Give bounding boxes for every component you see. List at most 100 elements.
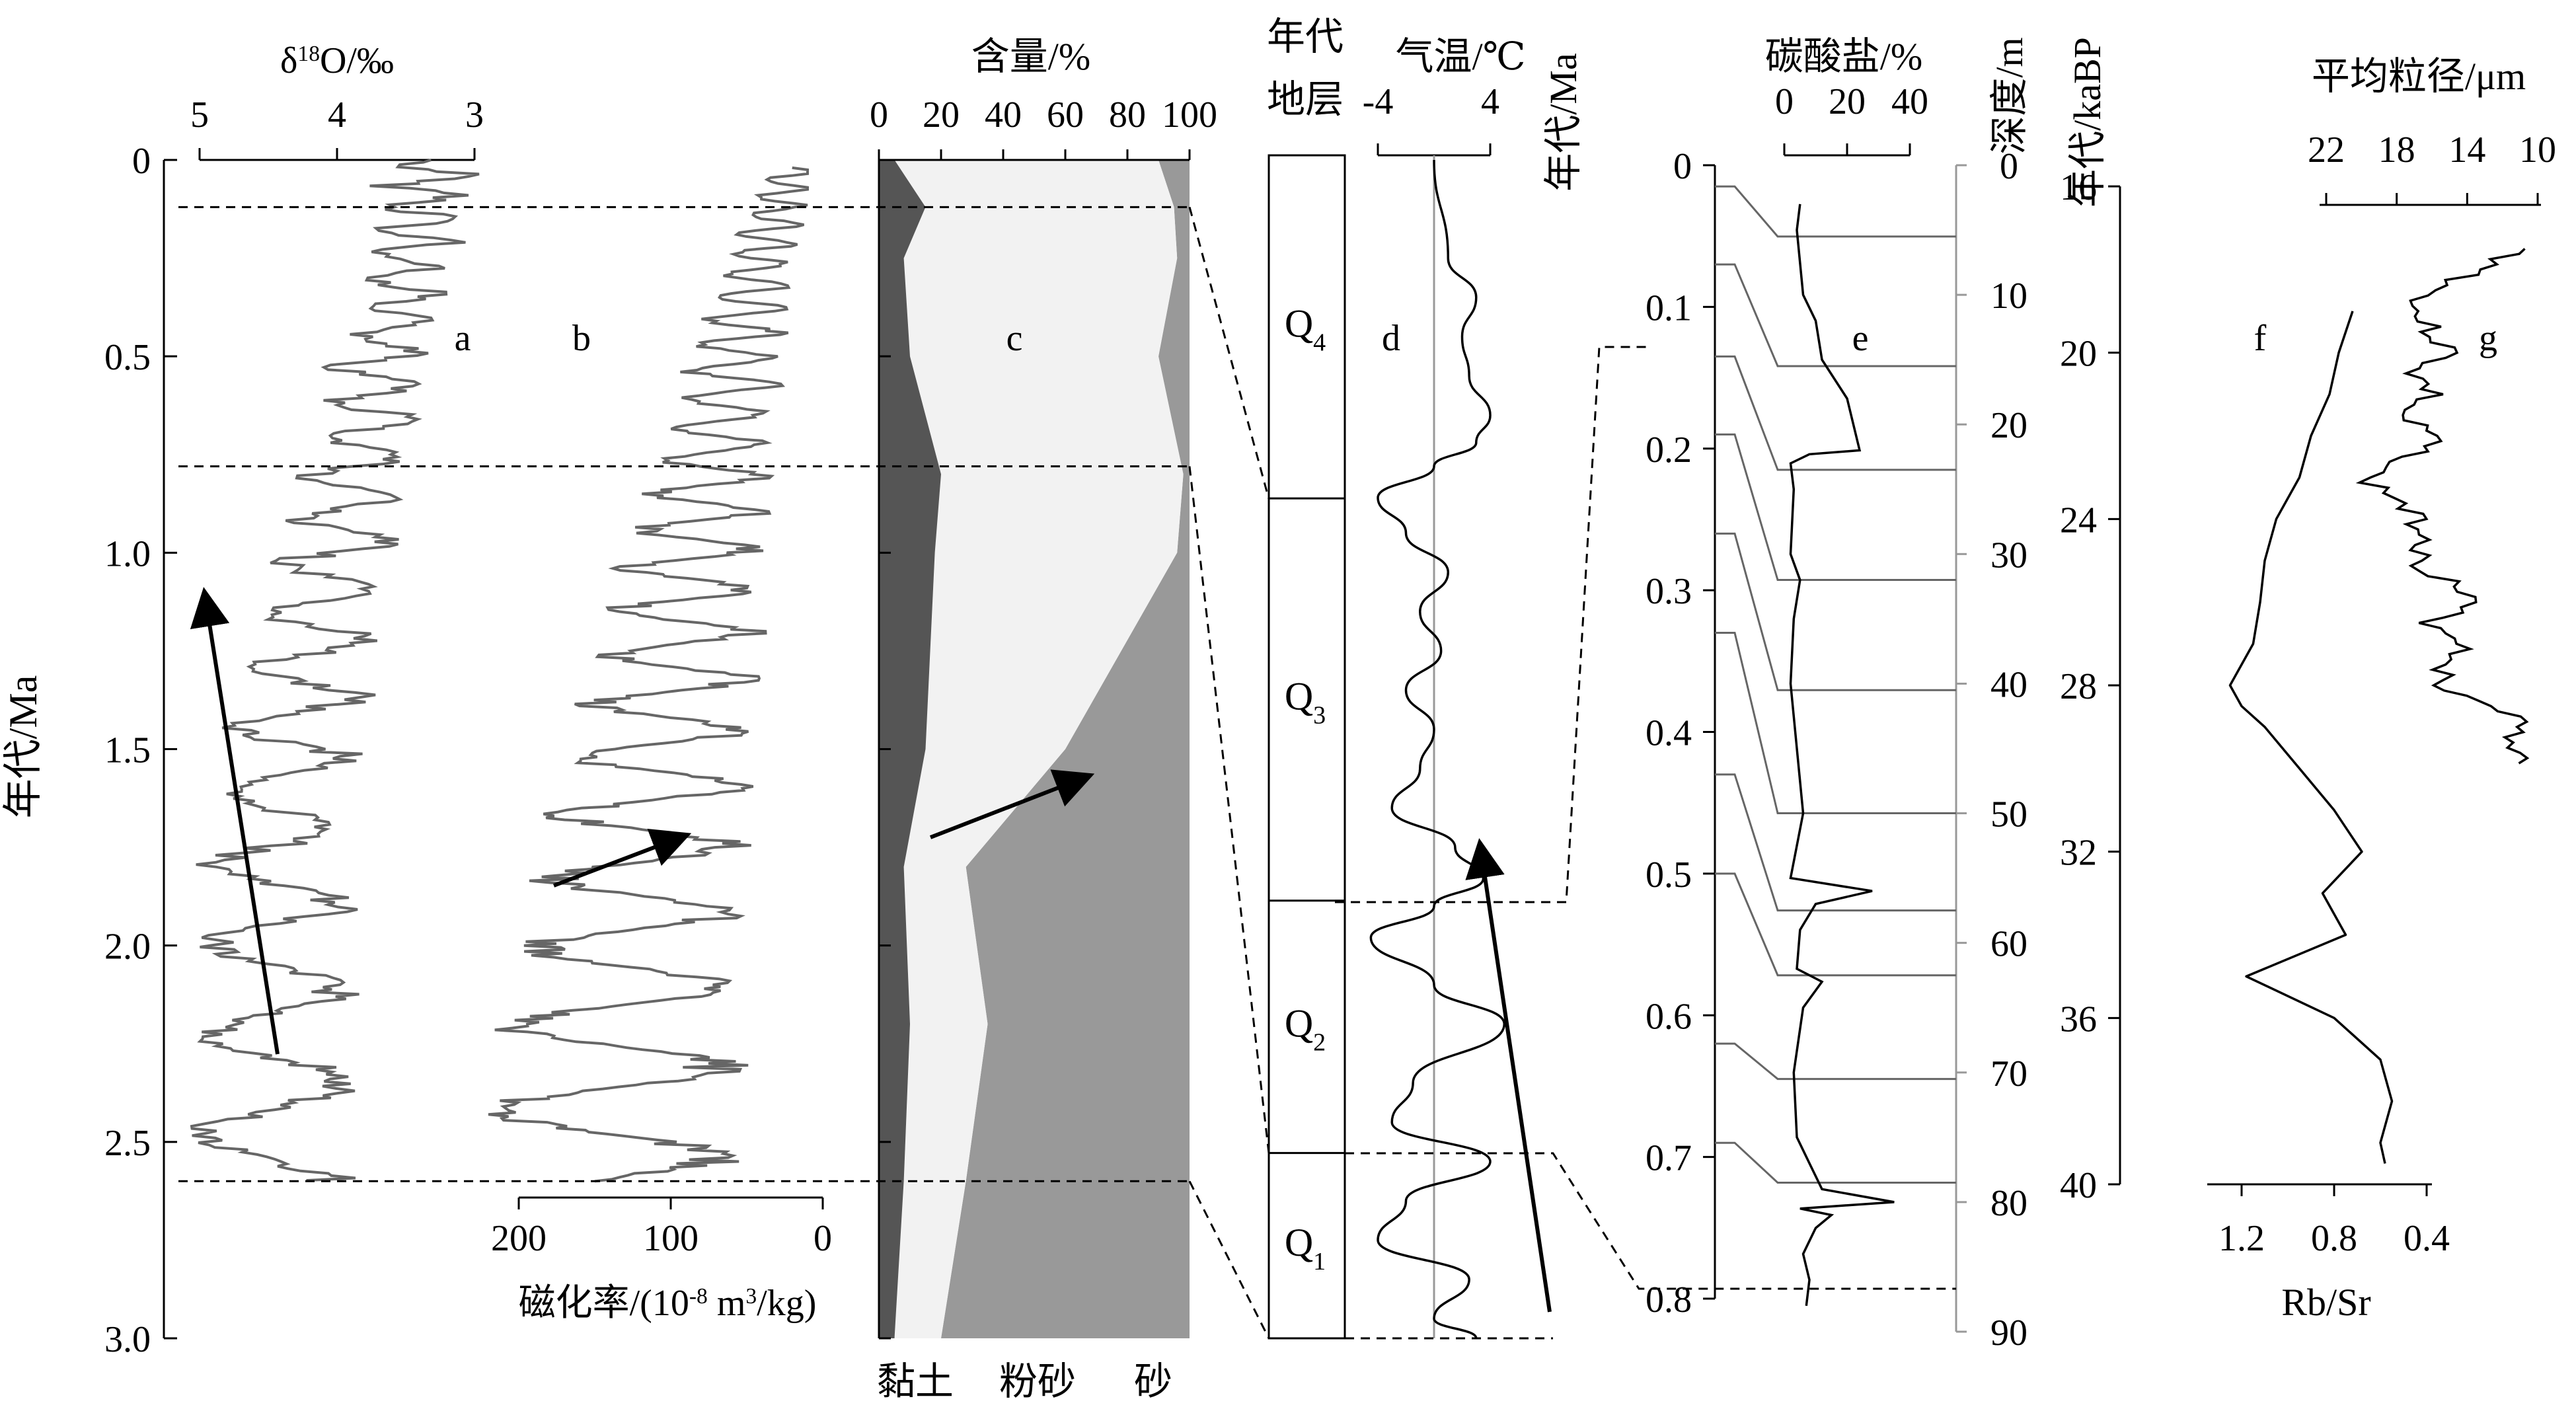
g-series-line [2355,248,2530,765]
g-title: 平均粒径/μm [2312,55,2526,98]
c-x-tick-label: 20 [923,95,960,135]
e-x-tick-label: 20 [1829,81,1866,122]
panel-b-magnetic-susceptibility: 200 100 0 磁化率/(10-8 m3/kg) b [488,166,832,1324]
d-x-tick-label: 4 [1481,81,1499,122]
e-age-tick-label: 0.2 [1646,430,1692,471]
f-y-tick-label: 24 [2060,500,2097,541]
a-x-tick-label: 4 [328,95,346,135]
f-y-tick-label: 32 [2060,833,2097,874]
f-x-tick-label: 0.8 [2311,1218,2357,1259]
connector-c-strata-bot [1188,1180,1270,1339]
e-depth-tick-label: 80 [1990,1183,2027,1224]
c-x-tick-label: 100 [1162,95,1217,135]
panel-f-rb-sr: 16 20 24 28 32 36 40 年代/kaBP 1.2 0.8 0.4 Rb/Sr f [2060,37,2450,1324]
e-age-tick-label: 0.6 [1646,996,1692,1037]
d-panel-label: d [1382,318,1400,359]
e-correlation-line [1715,1042,1956,1081]
panel-d-temperature: -4 4气温/℃ d [1363,35,1526,1339]
a-panel-label: a [455,318,471,359]
e-depth-tick-label: 10 [1990,276,2027,317]
e-age-tick-label: 0.5 [1646,855,1692,896]
a-y-tick-label: 3.0 [104,1319,151,1360]
a-y-tick-label: 0 [132,141,151,182]
e-correlation-line [1715,355,1956,471]
c-title: 含量/% [971,35,1090,78]
e-age-tick-label: 0.7 [1646,1138,1692,1179]
c-panel-label: c [1006,318,1023,359]
arrow-a-b-trend [190,587,280,1055]
e-depth-tick-label: 40 [1990,664,2027,705]
a-x-label: δ18O/‰ [280,40,394,81]
d-title: 气温/℃ [1396,35,1526,78]
e-correlation-line [1715,1141,1956,1184]
e-depth-tick-label: 70 [1990,1053,2027,1094]
a-series-line [190,159,480,1182]
c-x-tick-label: 60 [1047,95,1084,135]
e-depth-tick-label: 60 [1990,924,2027,965]
trend-arrows [190,587,1552,1313]
f-y-tick-label: 28 [2060,666,2097,707]
f-y-tick-label: 16 [2060,167,2097,208]
e-age-tick-label: 0 [1673,146,1692,187]
f-panel-label: f [2254,318,2267,359]
e-age-tick-label: 0.1 [1646,287,1692,328]
e-x-tick-label: 0 [1775,81,1794,122]
b-x-tick-label: 100 [643,1218,699,1259]
strata-title-top: 年代 [1267,15,1344,58]
connector-strata-e-bot [1345,1152,1956,1290]
b-series-line [488,166,809,1183]
e-correlation-line [1715,872,1956,977]
a-x-tick-label: 5 [190,95,209,135]
arrow-c-trend [929,769,1095,839]
panel-a-d18o: 5 4 3 δ18O/‰ 0 0.5 1.0 1.5 2.0 2.5 3.0 年代/Ma a [1,40,484,1360]
e-title: 碳酸盐/% [1765,35,1922,78]
c-legend-silt: 粉砂 [999,1360,1076,1403]
f-y-tick-label: 36 [2060,999,2097,1040]
e-correlation-line [1715,185,1956,238]
c-x-tick-label: 40 [985,95,1022,135]
f-y-tick-label: 40 [2060,1165,2097,1206]
a-y-tick-label: 1.0 [104,533,151,574]
b-x-label: 磁化率/(10-8 m3/kg) [519,1283,817,1324]
f-series-line [2228,311,2394,1164]
g-x-tick-label: 10 [2519,130,2556,171]
c-x-tick-label: 80 [1109,95,1146,135]
c-area-silt [894,160,1184,1338]
e-x-tick-label: 40 [1891,81,1928,122]
a-y-tick-label: 2.5 [104,1123,151,1164]
a-x-tick-label: 3 [465,95,484,135]
strata-title-bottom: 地层 [1267,78,1344,121]
e-correlation-line [1715,631,1956,815]
e-depth-tick-label: 30 [1990,535,2027,576]
g-x-tick-label: 22 [2308,130,2345,171]
b-panel-label: b [572,318,591,359]
e-depth-label: 深度/m [1988,37,2031,154]
arrow-d-trend [1465,838,1552,1313]
dashed-connectors [178,206,1956,1340]
strata-frame [1268,154,1346,1340]
e-panel-label: e [1852,318,1869,359]
connector-strata-e-top [1335,346,1652,903]
e-depth-tick-label: 0 [2000,146,2018,187]
d-x-tick-label: -4 [1363,81,1394,122]
e-depth-tick-label: 50 [1990,794,2027,835]
e-series-line [1789,204,1895,1307]
g-x-tick-label: 18 [2378,130,2415,171]
a-y-label: 年代/Ma [1,675,45,819]
panel-e-carbonate: 0 0.1 0.2 0.3 0.4 0.5 0.6 0.7 0.8 年代/Ma 0 10 20 30 40 5… [1542,35,2031,1354]
a-y-tick-label: 1.5 [104,730,151,771]
c-legend-clay: 黏土 [877,1360,954,1403]
connector-c-strata-top [1188,206,1270,500]
arrow-b-trend [552,829,692,888]
b-x-tick-label: 200 [491,1218,547,1259]
connector-c-strata-mid [1188,466,1270,1154]
g-panel-label: g [2479,318,2497,359]
f-x-tick-label: 0.4 [2404,1218,2450,1259]
f-y-label: 年代/kaBP [2066,37,2109,208]
e-depth-tick-label: 20 [1990,405,2027,446]
f-x-tick-label: 1.2 [2218,1218,2265,1259]
f-y-tick-label: 20 [2060,334,2097,375]
e-correlation-line [1715,773,1956,912]
e-age-tick-label: 0.3 [1646,571,1692,612]
